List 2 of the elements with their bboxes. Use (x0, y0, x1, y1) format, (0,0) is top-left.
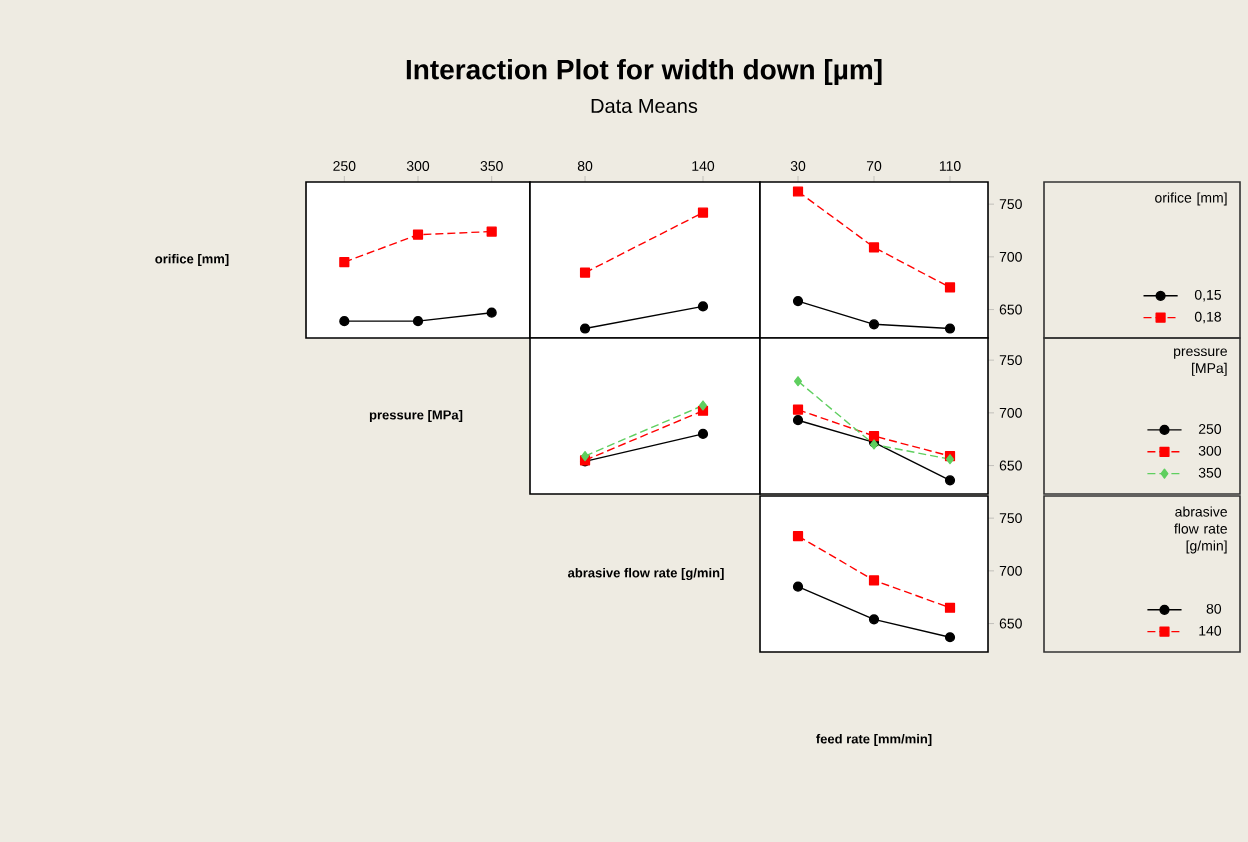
text: Interaction Plot for width down [µm] (406, 58, 882, 86)
text: Data Means (591, 99, 698, 113)
